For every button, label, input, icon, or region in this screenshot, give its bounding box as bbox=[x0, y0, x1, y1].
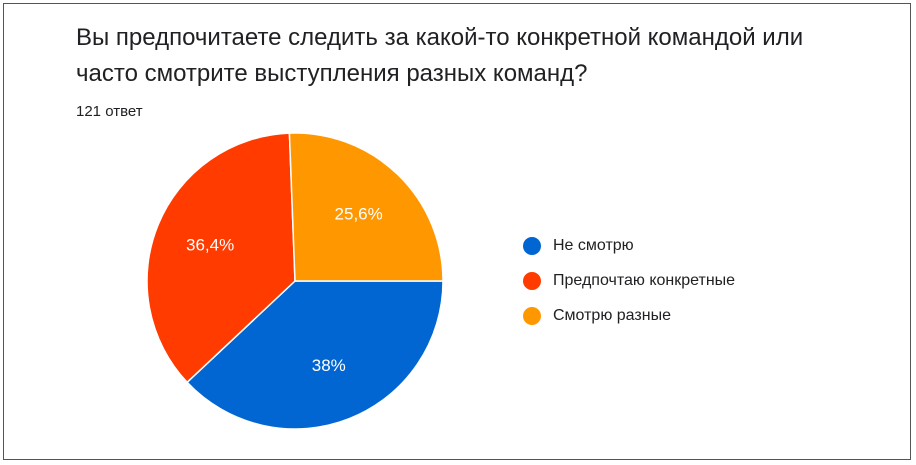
legend-item-smotryu-raznye[interactable]: Смотрю разные bbox=[523, 305, 735, 326]
pie-slice-2[interactable] bbox=[288, 132, 444, 282]
legend-swatch-icon bbox=[523, 271, 541, 290]
chart-title: Вы предпочитаете следить за какой-то кон… bbox=[76, 24, 804, 87]
chart-legend: Не смотрю Предпочтаю конкретные Смотрю р… bbox=[523, 235, 735, 340]
legend-swatch-icon bbox=[523, 236, 541, 255]
pie-slice-1[interactable] bbox=[146, 132, 296, 384]
chart-frame bbox=[3, 3, 911, 460]
pie-slice-0[interactable] bbox=[186, 280, 444, 430]
pie-slice-label-0: 38% bbox=[312, 356, 346, 375]
legend-label: Предпочтаю конкретные bbox=[553, 271, 736, 289]
response-count: 121 ответ bbox=[76, 103, 143, 120]
legend-item-predpochtayu-konkretnye[interactable]: Предпочтаю конкретные bbox=[523, 270, 735, 291]
legend-swatch-icon bbox=[523, 306, 541, 325]
legend-item-ne-smotryu[interactable]: Не смотрю bbox=[523, 235, 735, 256]
pie-slice-label-2: 25,6% bbox=[335, 204, 383, 223]
pie-slice-label-1: 36,4% bbox=[186, 236, 234, 255]
legend-label: Смотрю разные bbox=[553, 306, 671, 324]
legend-label: Не смотрю bbox=[553, 236, 634, 254]
